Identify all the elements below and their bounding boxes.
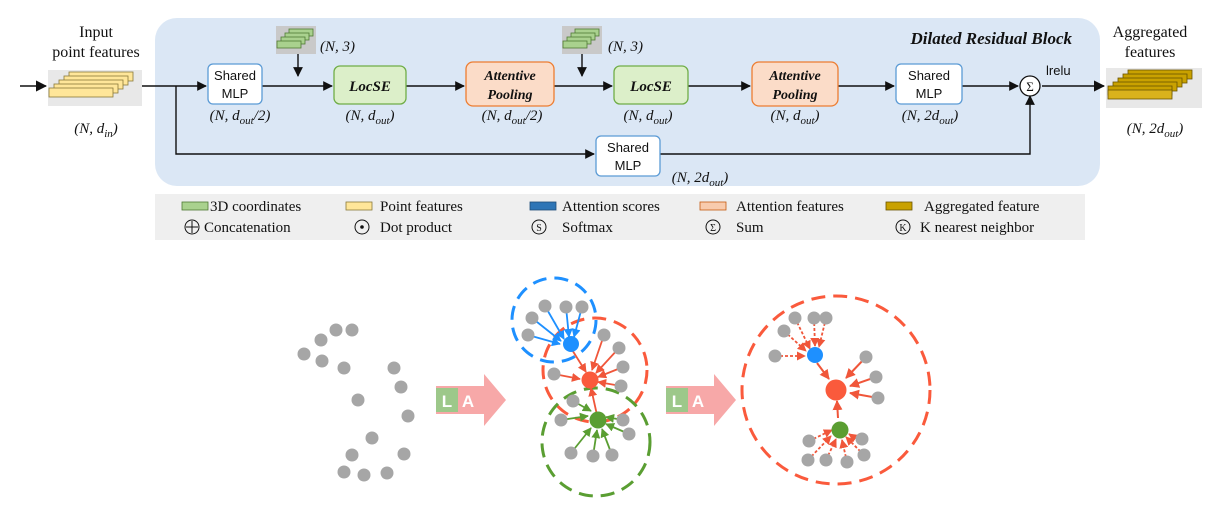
circled-dot-icon [354, 219, 370, 235]
input-dim: (N, din) [74, 121, 118, 140]
locse-1-label: LocSE [348, 79, 391, 95]
legend-label-coords: 3D coordinates [210, 199, 301, 215]
locse-2-label: LocSE [629, 79, 672, 95]
shared-mlp-skip-box [595, 135, 661, 177]
shared-mlp-box-1 [207, 63, 263, 105]
input-label-line2: point features [52, 44, 140, 61]
shared-mlp-box-2 [895, 63, 963, 105]
legend-label-point-features: Point features [380, 199, 463, 215]
shared-mlp-skip-line1: Shared [607, 140, 649, 155]
block-title: Dilated Residual Block [910, 29, 1073, 48]
attentive-pooling-box-1 [465, 61, 555, 107]
legend-background [155, 194, 1085, 240]
sum-node-icon [1019, 75, 1041, 97]
locse-1-dim: (N, dout) [345, 108, 394, 127]
la-letter-l: L [442, 392, 452, 411]
legend-label-dot-product: Dot product [380, 220, 453, 236]
circled-k-symbol: K [899, 223, 907, 234]
attentive-pooling-box-2 [751, 61, 839, 107]
shared-mlp-1-line2: MLP [222, 86, 249, 101]
la-letter-a: A [462, 392, 474, 411]
shared-mlp-1-line1: Shared [214, 68, 256, 83]
output-label-line1: Aggregated [1113, 24, 1188, 41]
attentive-pooling-1-dim: (N, dout/2) [482, 108, 543, 127]
circled-plus-icon [184, 219, 200, 235]
local-aggregation-view [510, 276, 652, 498]
legend-label-softmax: Softmax [562, 220, 613, 236]
coords-stack-icon-1 [276, 26, 316, 54]
peach-bar-swatch [699, 201, 727, 211]
legend-label-aggregated-feature: Aggregated feature [924, 199, 1040, 215]
circled-sigma-symbol: Σ [710, 223, 716, 234]
legend-label-attention-features: Attention features [736, 199, 844, 215]
coords-label-1: (N, 3) [320, 39, 355, 55]
coords-stack-icon-2 [562, 26, 602, 54]
legend-label-sum: Sum [736, 220, 764, 236]
shared-mlp-2-line1: Shared [908, 68, 950, 83]
blue-bar-swatch [529, 201, 557, 211]
circled-s-symbol: S [536, 223, 542, 234]
circled-s-icon [531, 219, 547, 235]
attentive-pooling-1-line1: Attentive [483, 69, 535, 84]
skip-line [175, 86, 595, 159]
attentive-pooling-2-line1: Attentive [768, 69, 820, 84]
green-bar-swatch [181, 201, 209, 211]
input-feature-stack-icon [48, 70, 142, 106]
shared-mlp-skip-dim: (N, 2dout) [672, 170, 729, 189]
legend-label-knn: K nearest neighbor [920, 220, 1034, 236]
locse-box-1 [333, 65, 407, 105]
circled-sigma-icon [705, 219, 721, 235]
sum-node-symbol: Σ [1026, 79, 1034, 94]
input-label-line1: Input [79, 24, 113, 41]
shared-mlp-2-dim: (N, 2dout) [902, 108, 959, 127]
activation-label: lrelu [1046, 63, 1071, 78]
la-letter-l: L [672, 392, 682, 411]
la-arrow-icon-2: L A [666, 374, 736, 426]
raw-point-cloud [297, 323, 415, 482]
attentive-pooling-2-line2: Pooling [772, 88, 817, 103]
attentive-pooling-2-dim: (N, dout) [770, 108, 819, 127]
dilated-aggregation-view [740, 294, 932, 486]
output-feature-stack-icon [1106, 68, 1202, 108]
la-arrow-icon-1: L A [436, 374, 506, 426]
attentive-pooling-1-line2: Pooling [487, 88, 532, 103]
coords-label-2: (N, 3) [608, 39, 643, 55]
legend: 3D coordinates Point features Attention … [181, 199, 1040, 236]
shared-mlp-1-dim: (N, dout/2) [210, 108, 271, 127]
circled-k-icon [895, 219, 911, 235]
legend-label-concatenation: Concatenation [204, 220, 291, 236]
legend-label-attention-scores: Attention scores [562, 199, 660, 215]
la-letter-a: A [692, 392, 704, 411]
shared-mlp-2-line2: MLP [916, 86, 943, 101]
output-label-line2: features [1125, 44, 1176, 61]
gold-bar-swatch [885, 201, 913, 211]
shared-mlp-skip-line2: MLP [615, 158, 642, 173]
locse-2-dim: (N, dout) [623, 108, 672, 127]
output-dim: (N, 2dout) [1127, 121, 1184, 140]
yellow-bar-swatch [345, 201, 373, 211]
locse-box-2 [613, 65, 689, 105]
skip-line-out [660, 95, 1035, 155]
